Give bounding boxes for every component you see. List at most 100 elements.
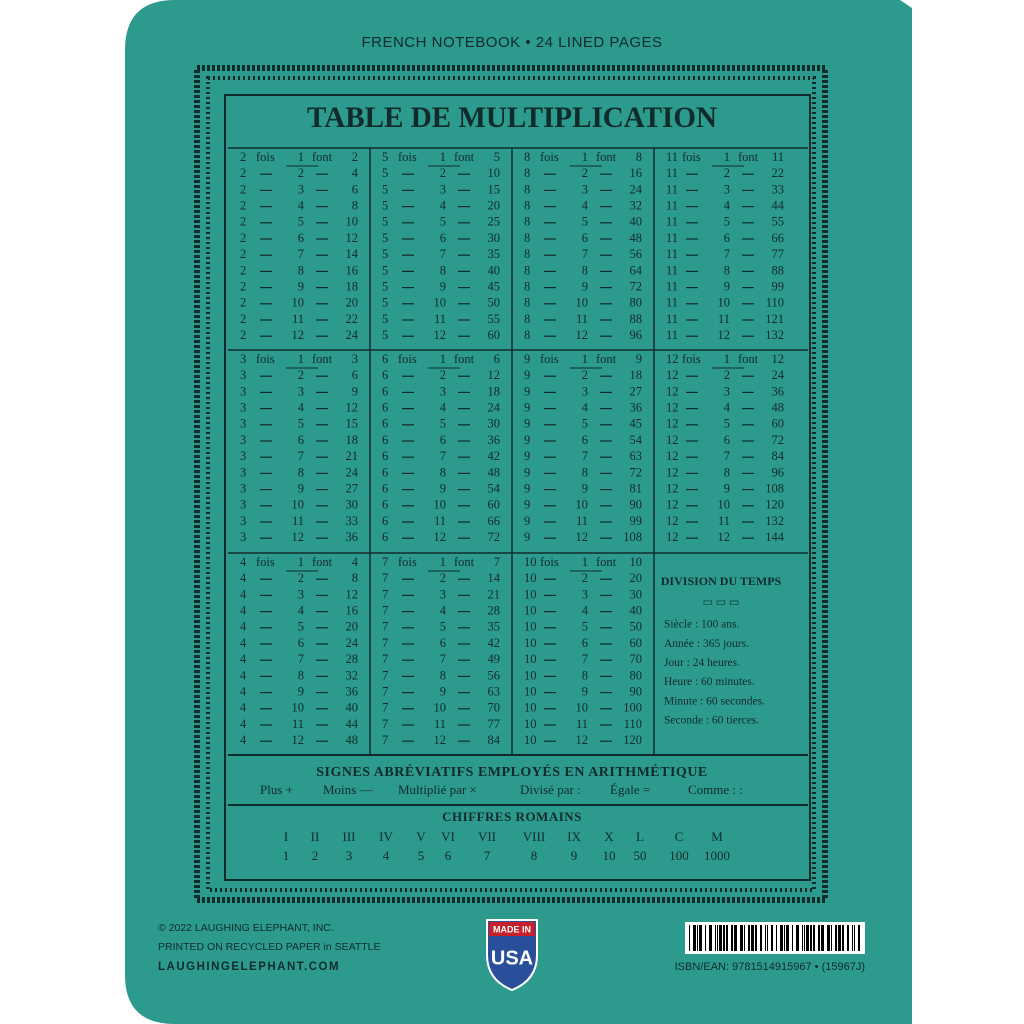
roman: IX: [567, 829, 581, 844]
product: 99: [630, 514, 643, 528]
product: 77: [772, 247, 785, 261]
multiplier: 4: [582, 198, 589, 212]
bar-stripe: [771, 925, 773, 951]
roman: L: [636, 829, 644, 844]
product: 80: [630, 668, 643, 682]
multiplier: 11: [292, 514, 304, 528]
multiplier: 5: [440, 215, 446, 229]
division-line: Jour : 24 heures.: [664, 657, 740, 669]
product: 40: [630, 603, 643, 617]
product: 18: [346, 279, 359, 293]
word-fois: fois: [256, 352, 275, 366]
multiplier: 2: [298, 368, 304, 382]
bar-stripe: [734, 925, 737, 951]
product: 28: [346, 652, 359, 666]
product: 36: [630, 400, 643, 414]
product: 4: [352, 166, 359, 180]
bar-stripe: [818, 925, 820, 951]
product: 56: [630, 247, 643, 261]
bar-stripe: [760, 925, 762, 951]
factor: 7: [382, 636, 388, 650]
factor: 7: [382, 555, 388, 569]
bar-stripe: [854, 925, 855, 951]
factor: 2: [240, 150, 246, 164]
multiplier: 10: [292, 296, 305, 310]
arabic: 100: [669, 848, 689, 863]
product: 16: [346, 263, 359, 277]
factor: 11: [666, 231, 678, 245]
multiplier: 2: [298, 166, 304, 180]
product: 8: [352, 571, 358, 585]
factor: 6: [382, 465, 388, 479]
product: 144: [765, 530, 785, 544]
factor: 8: [524, 166, 530, 180]
multiplier: 1: [582, 150, 588, 164]
multiplier: 8: [298, 668, 304, 682]
product: 110: [766, 296, 784, 310]
factor: 8: [524, 296, 530, 310]
multiplier: 3: [440, 384, 446, 398]
product: 22: [772, 166, 785, 180]
factor: 3: [240, 498, 246, 512]
product: 120: [765, 498, 784, 512]
factor: 5: [382, 263, 388, 277]
factor: 6: [382, 433, 388, 447]
factor: 9: [524, 530, 530, 544]
product: 44: [346, 717, 359, 731]
product: 121: [765, 312, 784, 326]
product: 15: [346, 417, 359, 431]
word-font: font: [738, 352, 759, 366]
product: 24: [346, 465, 359, 479]
multiplier: 2: [440, 571, 446, 585]
multiplier: 3: [440, 587, 446, 601]
factor: 3: [240, 530, 246, 544]
roman: M: [711, 829, 723, 844]
product: 12: [488, 368, 501, 382]
multiplier: 5: [582, 620, 588, 634]
multiplier: 7: [724, 247, 730, 261]
multiplier: 2: [440, 368, 446, 382]
multiplier: 1: [440, 352, 446, 366]
factor: 9: [524, 498, 530, 512]
factor: 8: [524, 198, 530, 212]
multiplier: 12: [292, 733, 305, 747]
printed: PRINTED ON RECYCLED PAPER in SEATTLE: [158, 941, 381, 953]
product: 16: [630, 166, 643, 180]
product: 80: [630, 296, 643, 310]
signe: Multiplié par ×: [398, 782, 477, 797]
bar-stripe: [709, 925, 712, 951]
signe: Plus +: [260, 782, 293, 797]
product: 45: [488, 279, 501, 293]
multiplier: 12: [718, 530, 731, 544]
factor: 5: [382, 215, 388, 229]
product: 96: [630, 328, 643, 342]
factor: 12: [666, 481, 679, 495]
multiplier: 8: [724, 263, 730, 277]
isbn: ISBN/EAN: 9781514915967 • (15967J): [675, 961, 865, 973]
word-font: font: [596, 555, 617, 569]
bar-stripe: [697, 925, 698, 951]
multiplier: 4: [440, 198, 447, 212]
roman: I: [284, 829, 288, 844]
factor: 11: [666, 150, 678, 164]
factor: 4: [240, 668, 247, 682]
multiplier: 8: [298, 263, 304, 277]
word-font: font: [454, 352, 475, 366]
multiplier: 6: [582, 636, 588, 650]
factor: 4: [240, 733, 247, 747]
multiplier: 7: [298, 449, 304, 463]
product: 35: [488, 247, 501, 261]
factor: 10: [524, 636, 537, 650]
bar-stripe: [852, 925, 853, 951]
product: 14: [488, 571, 501, 585]
product: 36: [346, 530, 359, 544]
multiplier: 3: [724, 182, 730, 196]
bar-stripe: [847, 925, 849, 951]
bar-stripe: [719, 925, 722, 951]
word-font: font: [596, 352, 617, 366]
bar-stripe: [689, 925, 690, 951]
factor: 10: [524, 603, 537, 617]
product: 63: [488, 684, 501, 698]
factor: 8: [524, 150, 530, 164]
product: 60: [772, 417, 785, 431]
